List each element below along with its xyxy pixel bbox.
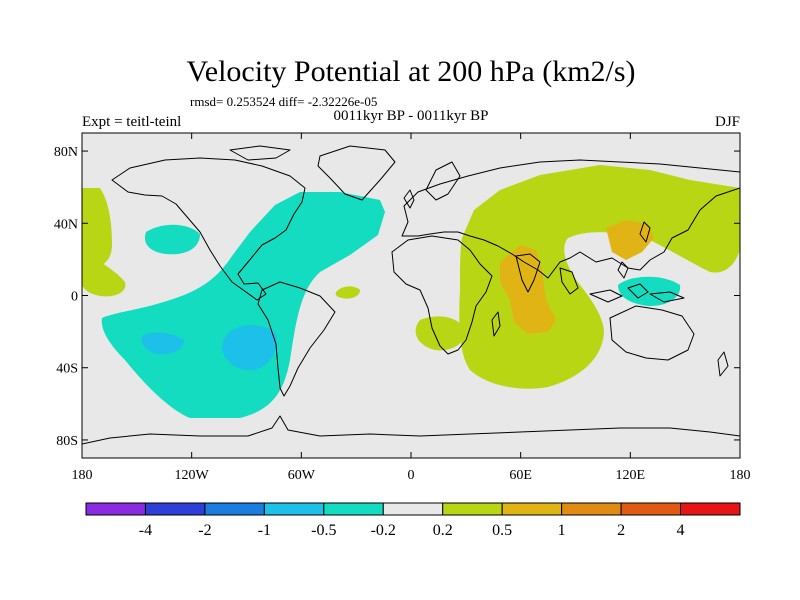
- colorbar-label: 2: [617, 522, 625, 539]
- y-axis: 80N 40N 0 40S 80S: [54, 145, 740, 449]
- y-tick-label: 40S: [56, 362, 78, 377]
- x-tick-label: 180: [72, 468, 93, 483]
- region-negative-core-southpacific: [222, 325, 277, 371]
- colorbar-swatch: [382, 502, 444, 516]
- colorbar-swatch: [323, 502, 384, 516]
- y-tick-label: 80N: [54, 145, 78, 160]
- colorbar-label: 4: [677, 522, 685, 539]
- y-tick-label: 40N: [54, 217, 78, 232]
- x-axis: 180 120W 60W 0 60E 120E 180: [72, 133, 751, 483]
- region-negative-maritime: [618, 276, 681, 307]
- left-label: Expt = teitl-teinl: [82, 114, 181, 130]
- colorbar-label: -4: [139, 522, 152, 539]
- region-negative-northpacific: [144, 224, 200, 255]
- y-tick-label: 80S: [56, 434, 78, 449]
- region-positive-eastpacific: [82, 250, 126, 297]
- region-core-eastasia: [606, 220, 654, 260]
- colorbar-label: 0.5: [492, 522, 512, 539]
- x-tick-label: 180: [730, 468, 751, 483]
- region-positive-equatorial-atlantic: [335, 286, 360, 299]
- subtitle: 0011kyr BP - 0011kyr BP: [333, 108, 488, 124]
- region-negative-americas: [101, 192, 386, 418]
- x-tick-label: 0: [408, 468, 415, 483]
- x-tick-label: 120E: [616, 468, 646, 483]
- map-panel: [82, 133, 740, 458]
- region-positive-southatlantic: [415, 316, 466, 351]
- colorbar-swatch: [561, 502, 622, 516]
- colorbar-label: 1: [558, 522, 566, 539]
- y-tick-label: 0: [71, 290, 78, 305]
- colorbar-label: -0.2: [371, 522, 396, 539]
- colorbar-swatch: [442, 502, 503, 516]
- colorbar-swatch: [85, 502, 146, 516]
- colorbar-swatch: [501, 502, 563, 516]
- colorbar-swatch: [620, 502, 682, 516]
- colorbar-swatch: [144, 502, 206, 516]
- x-tick-label: 60E: [509, 468, 532, 483]
- colorbar-label: -1: [258, 522, 271, 539]
- x-tick-label: 120W: [175, 468, 210, 483]
- stats-line: rmsd= 0.253524 diff= -2.32226e-05: [190, 94, 377, 109]
- colorbar-swatch: [263, 502, 325, 516]
- right-label: DJF: [715, 114, 740, 130]
- colorbar-swatch: [204, 502, 265, 516]
- chart-title: Velocity Potential at 200 hPa (km2/s): [186, 55, 635, 88]
- region-positive-dateline: [82, 188, 112, 270]
- colorbar-label: -0.5: [311, 522, 336, 539]
- colorbar-swatch: [680, 502, 741, 516]
- region-core-indian: [500, 245, 556, 334]
- colorbar: -4 -2 -1 -0.5 -0.2 0.2 0.5 1 2 4: [85, 502, 741, 539]
- colorbar-label: 0.2: [433, 522, 453, 539]
- coastlines: [82, 145, 740, 445]
- region-negative-core-west: [141, 332, 184, 355]
- x-tick-label: 60W: [288, 468, 316, 483]
- colorbar-label: -2: [198, 522, 211, 539]
